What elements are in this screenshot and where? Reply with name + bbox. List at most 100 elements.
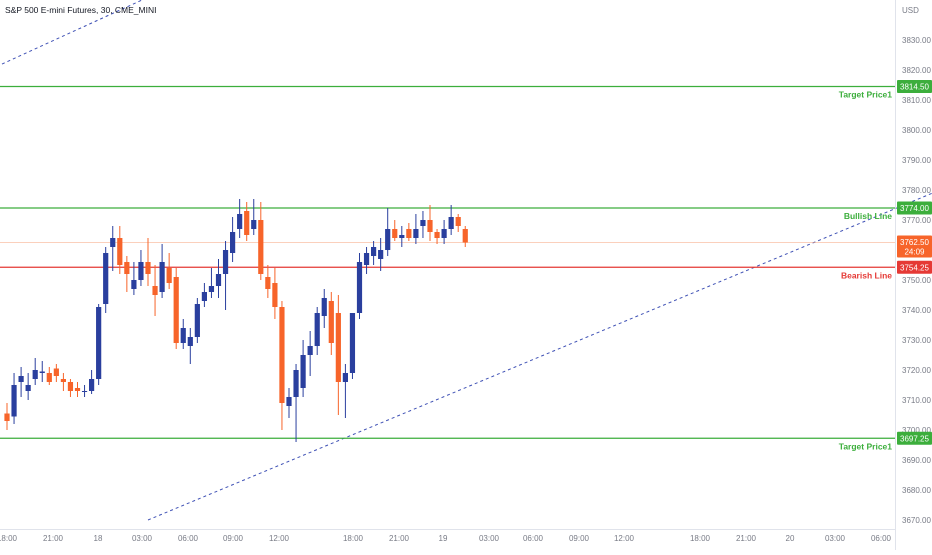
candle <box>89 370 95 394</box>
candle-body <box>18 376 24 382</box>
price-tick-label: 3700.00 <box>902 426 931 435</box>
candle <box>215 259 222 298</box>
candle-body <box>96 307 102 379</box>
candle <box>11 373 17 424</box>
candle <box>321 289 327 328</box>
level-price-text: 3754.25 <box>900 263 929 272</box>
candle-body <box>441 229 447 238</box>
candles <box>4 199 468 442</box>
time-axis[interactable]: 18:00 21:00 18 03:00 06:00 09:00 12:00 18:00 21:… <box>0 534 892 543</box>
candle <box>32 358 38 385</box>
time-tick-label: 03:00 <box>132 534 153 543</box>
candle <box>110 226 116 271</box>
candle <box>251 199 257 235</box>
level-price-tag <box>897 201 932 215</box>
candle-body <box>152 286 158 295</box>
candle-body <box>356 262 363 313</box>
candle-body <box>25 385 31 391</box>
level-name-label: Target Price1 <box>839 90 893 100</box>
candle <box>434 229 440 244</box>
candle <box>413 214 419 244</box>
candle <box>18 367 24 397</box>
level-price-tag <box>897 80 932 93</box>
price-tick-label: 3720.00 <box>902 366 931 375</box>
candle-body <box>117 238 123 265</box>
candle <box>96 304 102 385</box>
level-price-text: 3697.25 <box>900 434 929 443</box>
candle <box>455 214 461 232</box>
candle <box>4 403 10 430</box>
candle-body <box>46 373 52 382</box>
candle <box>286 388 292 418</box>
candle <box>187 328 193 364</box>
price-tick-label: 3690.00 <box>902 456 931 465</box>
candle <box>427 205 433 241</box>
candle <box>103 247 109 313</box>
time-tick-label: 20 <box>786 534 795 543</box>
candle-body <box>293 370 299 397</box>
candle <box>342 364 348 418</box>
candle <box>180 319 186 349</box>
candle-body <box>11 385 17 417</box>
candle <box>300 340 306 397</box>
candle <box>258 202 264 280</box>
price-tick-label: 3670.00 <box>902 516 931 525</box>
candle-body <box>39 371 45 373</box>
price-tick-label: 3750.00 <box>902 276 931 285</box>
candle <box>265 265 271 298</box>
time-tick-label: 06:00 <box>178 534 199 543</box>
candle-body <box>237 214 243 229</box>
currency-label: USD <box>902 6 919 15</box>
candle-body <box>110 238 116 247</box>
candle <box>441 220 447 244</box>
time-tick-label: 06:00 <box>871 534 892 543</box>
time-tick-label: 21:00 <box>389 534 410 543</box>
candle-body <box>279 307 285 403</box>
candle <box>279 301 285 430</box>
candle-body <box>180 328 186 343</box>
candle-body <box>244 211 250 235</box>
candle-body <box>286 397 292 406</box>
candle-body <box>399 235 405 238</box>
candle-body <box>222 250 229 274</box>
candle <box>173 268 179 349</box>
candle-body <box>32 370 38 379</box>
level-price-text: 3774.00 <box>900 204 929 213</box>
candle-body <box>251 220 257 229</box>
price-tick-label: 3730.00 <box>902 336 931 345</box>
price-tick-label: 3770.00 <box>902 216 931 225</box>
candle <box>272 268 278 319</box>
candle <box>60 373 66 391</box>
candle <box>152 265 158 316</box>
price-tick-label: 3790.00 <box>902 156 931 165</box>
candle-body <box>230 232 236 253</box>
candle-body <box>208 286 215 292</box>
time-tick-label: 06:00 <box>523 534 544 543</box>
candle <box>392 220 398 241</box>
candle-body <box>314 313 320 346</box>
candle-body <box>413 229 419 238</box>
candle-body <box>328 301 334 343</box>
candle-body <box>201 292 207 301</box>
candle <box>145 238 151 286</box>
candle-body <box>145 262 151 274</box>
time-tick-label: 18:00 <box>343 534 364 543</box>
time-tick-label: 18 <box>94 534 103 543</box>
candle-body <box>420 220 426 226</box>
candle <box>138 250 144 286</box>
candle-body <box>462 229 468 243</box>
candle-body <box>89 379 95 391</box>
candle-body <box>385 229 391 250</box>
candle <box>131 262 137 295</box>
time-tick-label: 09:00 <box>569 534 590 543</box>
candle <box>462 226 468 247</box>
candle-body <box>392 229 398 238</box>
candle-body <box>321 298 327 316</box>
candle <box>222 241 229 310</box>
candle-body <box>272 283 278 307</box>
candle-body <box>258 220 264 274</box>
trend-line-2 <box>147 192 932 521</box>
current-price-text: 3762.50 <box>900 238 929 247</box>
